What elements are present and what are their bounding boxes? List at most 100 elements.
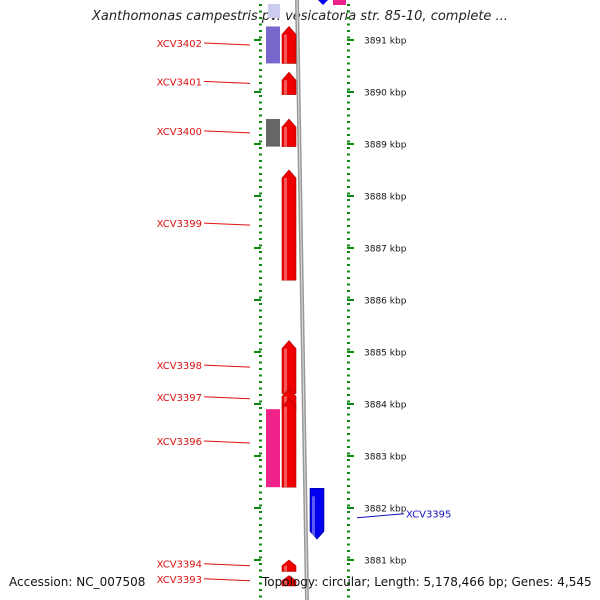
right-minor-tick: [347, 582, 350, 585]
major-tick-left: [254, 39, 261, 41]
right-minor-tick: [347, 556, 350, 559]
major-tick-left: [254, 247, 261, 249]
right-minor-tick: [347, 543, 350, 546]
left-minor-tick: [259, 563, 262, 565]
major-tick-left: [254, 91, 261, 93]
right-minor-tick: [347, 374, 350, 377]
major-tick-left: [254, 507, 261, 509]
right-minor-tick: [347, 225, 350, 227]
left-minor-tick: [259, 238, 262, 240]
major-tick: [347, 195, 354, 197]
right-minor-tick: [347, 569, 350, 572]
right-minor-tick: [347, 160, 350, 162]
right-minor-tick: [347, 277, 350, 279]
left-minor-tick: [259, 420, 262, 422]
left-minor-tick: [259, 556, 262, 559]
major-tick: [347, 247, 354, 249]
gene-label: XCV3393: [157, 575, 202, 586]
left-minor-tick: [259, 465, 262, 468]
major-tick: [347, 559, 354, 561]
label-leader: [203, 80, 251, 84]
left-minor-tick: [259, 244, 262, 247]
left-minor-tick: [259, 491, 262, 494]
scale-label: 3881 kbp: [364, 557, 407, 567]
right-minor-tick: [347, 322, 350, 325]
backbone-highlight: [296, 0, 308, 600]
major-tick: [347, 143, 354, 145]
gene-shine: [284, 178, 287, 281]
label-leader: [203, 440, 251, 444]
right-minor-tick: [347, 82, 350, 84]
left-minor-tick: [259, 17, 262, 19]
right-minor-tick: [347, 95, 350, 97]
label-leader: [203, 563, 251, 567]
major-tick: [347, 455, 354, 457]
left-minor-tick: [259, 400, 262, 403]
left-minor-tick: [259, 394, 262, 396]
left-minor-tick: [259, 426, 262, 429]
major-tick-left: [254, 455, 261, 457]
right-minor-tick: [347, 485, 350, 487]
left-minor-tick: [259, 186, 262, 188]
left-minor-tick: [259, 173, 262, 175]
gene-shine: [312, 496, 315, 540]
right-minor-tick: [347, 238, 350, 240]
major-tick: [347, 91, 354, 93]
left-minor-tick: [259, 82, 262, 84]
topology-summary: Topology: circular; Length: 5,178,466 bp…: [262, 575, 592, 589]
partial-cog-top: [333, 0, 346, 5]
gene-arrow: [281, 118, 297, 147]
right-minor-tick: [347, 4, 350, 6]
gene-label: XCV3402: [157, 39, 202, 50]
right-minor-tick: [347, 108, 350, 110]
left-minor-tick: [259, 75, 262, 78]
scale-label: 3886 kbp: [364, 297, 407, 307]
right-minor-tick: [347, 30, 350, 32]
right-minor-tick: [347, 316, 350, 318]
left-minor-tick: [259, 4, 262, 6]
left-minor-tick: [259, 121, 262, 123]
right-minor-tick: [347, 283, 350, 286]
left-minor-tick: [259, 290, 262, 292]
right-minor-tick: [347, 127, 350, 130]
right-minor-tick: [347, 530, 350, 533]
right-minor-tick: [347, 498, 350, 500]
right-minor-tick: [347, 244, 350, 247]
major-tick-left: [254, 559, 261, 561]
left-minor-tick: [259, 43, 262, 45]
right-minor-tick: [347, 387, 350, 390]
left-minor-tick: [259, 205, 262, 208]
cog-block: [266, 119, 280, 147]
right-minor-tick: [347, 524, 350, 526]
left-minor-tick: [259, 192, 262, 195]
left-minor-tick: [259, 231, 262, 234]
left-minor-tick: [259, 56, 262, 58]
left-minor-tick: [259, 589, 262, 591]
left-minor-tick: [259, 251, 262, 253]
right-minor-tick: [347, 10, 350, 13]
right-minor-tick: [347, 173, 350, 175]
right-minor-tick: [347, 121, 350, 123]
left-minor-tick: [259, 517, 262, 520]
right-minor-tick: [347, 231, 350, 234]
gene-arrow: [281, 169, 297, 281]
accession-label: Accession: NC_007508: [9, 575, 146, 589]
right-minor-tick: [347, 400, 350, 403]
left-minor-tick: [259, 316, 262, 318]
gene-label: XCV3398: [157, 361, 202, 372]
left-minor-tick: [259, 452, 262, 455]
right-minor-tick: [347, 212, 350, 214]
right-minor-tick: [347, 563, 350, 565]
left-minor-tick: [259, 147, 262, 149]
left-minor-tick: [259, 322, 262, 325]
left-minor-tick: [259, 576, 262, 578]
backbone: [295, 0, 309, 600]
right-minor-tick: [347, 56, 350, 58]
label-leader: [203, 578, 251, 582]
left-minor-tick: [259, 530, 262, 533]
right-minor-tick: [347, 426, 350, 429]
right-minor-tick: [347, 478, 350, 481]
gene-arrow: [281, 398, 297, 488]
right-minor-tick: [347, 186, 350, 188]
